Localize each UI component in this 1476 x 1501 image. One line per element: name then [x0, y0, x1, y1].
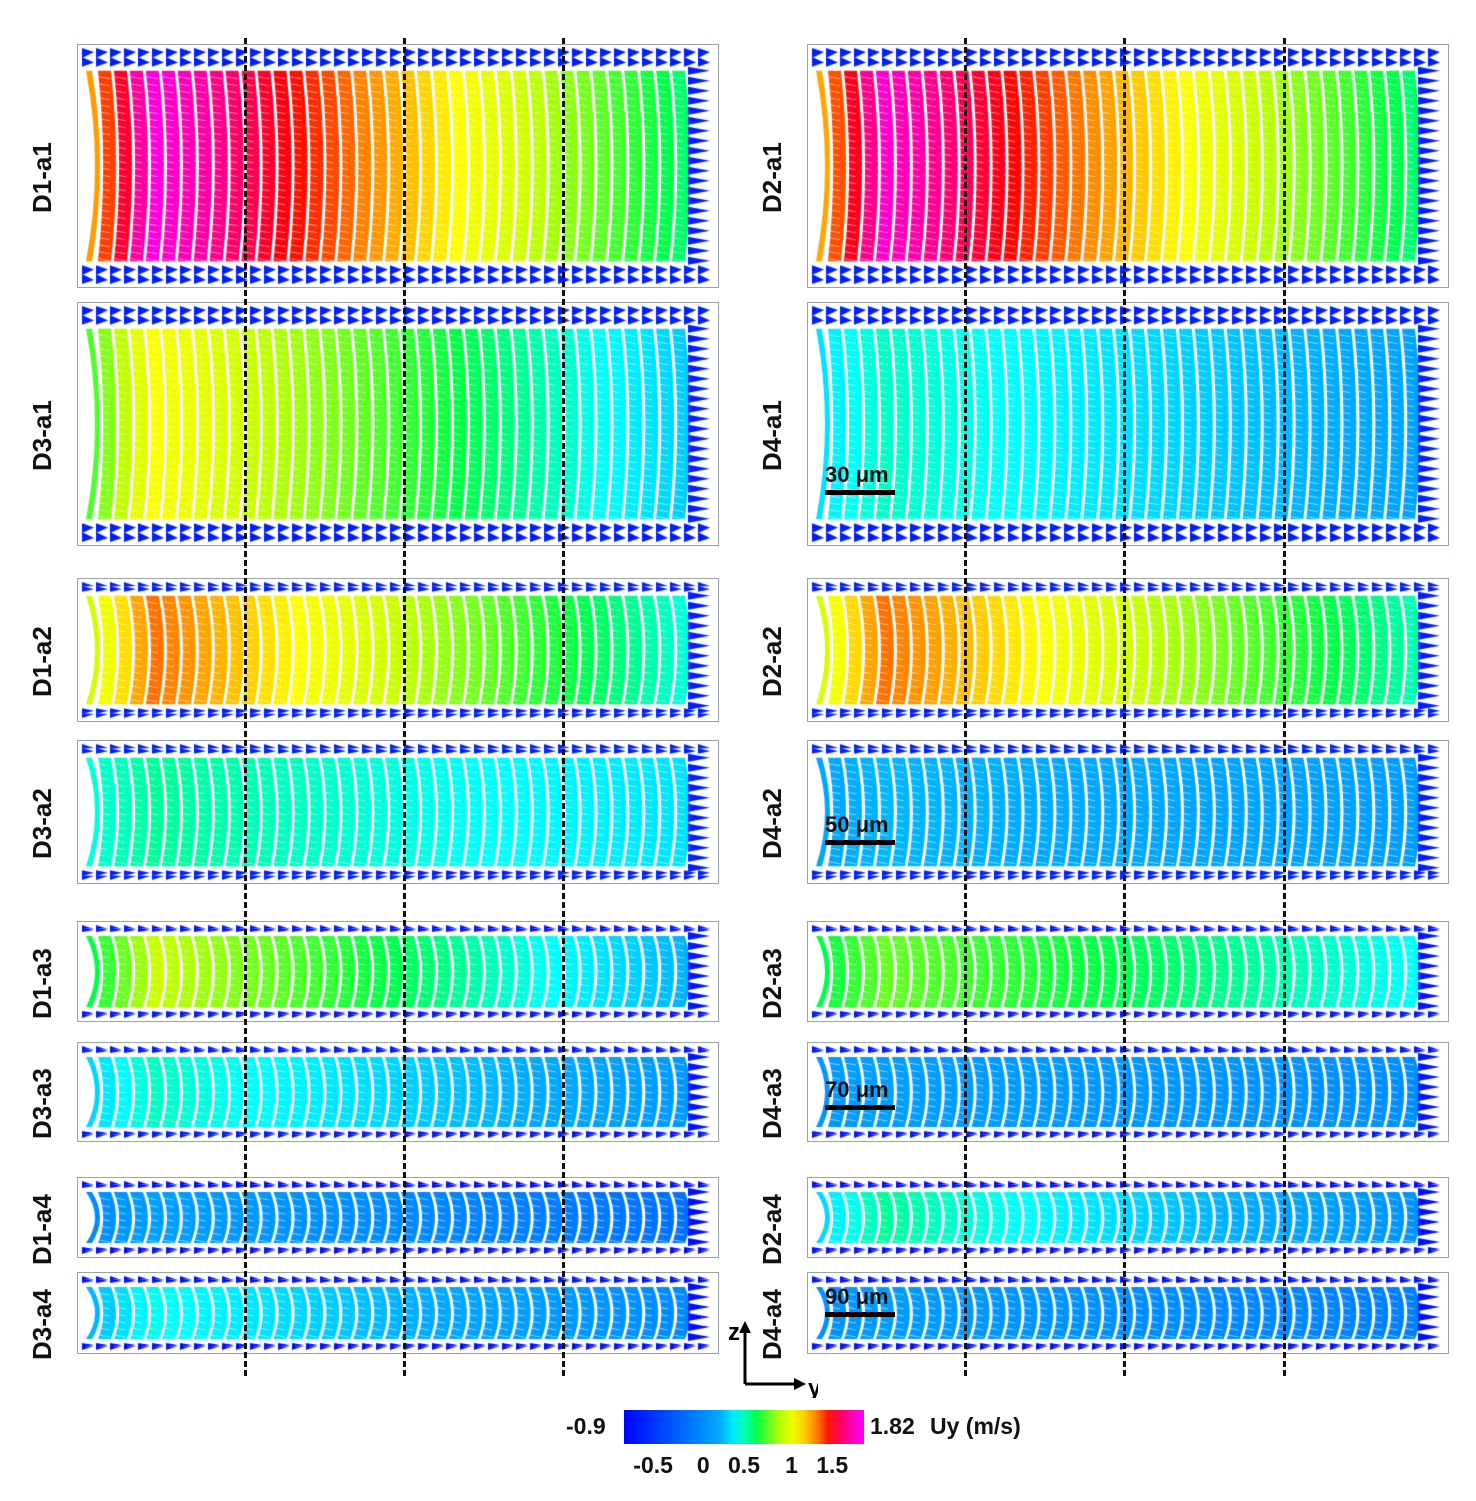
scale-bar-label: 30 μm	[825, 462, 889, 487]
dashed-reference-line	[562, 38, 565, 1376]
velocity-field-D4-a4	[808, 1273, 1448, 1353]
velocity-field-D3-a3	[78, 1043, 718, 1141]
colorbar-tick-label: 0	[696, 1452, 710, 1478]
scale-bar-label: 50 μm	[825, 812, 889, 837]
velocity-field-D1-a3	[78, 922, 718, 1021]
panel-D1-a3	[77, 921, 719, 1022]
velocity-field-D2-a4	[808, 1178, 1448, 1257]
panel-D2-a2	[807, 578, 1449, 722]
axes-indicator: z y	[728, 1319, 818, 1398]
velocity-field-D4-a2	[808, 741, 1448, 883]
panel-label-D2-a1: D2-a1	[757, 142, 787, 213]
scale-bar-a3: 70 μm	[825, 1077, 895, 1110]
panel-label-D2-a3: D2-a3	[757, 947, 787, 1019]
velocity-field-D3-a2	[78, 741, 718, 883]
dashed-reference-line	[1123, 38, 1126, 1376]
colorbar-tick-label: -0.5	[633, 1452, 673, 1478]
scale-bar-a2: 50 μm	[825, 812, 895, 845]
scale-bar-a1: 30 μm	[825, 462, 895, 495]
scale-bar-line	[825, 1312, 895, 1317]
panel-D1-a4	[77, 1177, 719, 1258]
scale-bar-line	[825, 840, 895, 845]
z-axis-label: z	[728, 1319, 740, 1346]
colorbar-min-label: -0.9	[566, 1413, 606, 1439]
panel-D4-a1	[807, 302, 1449, 546]
panel-label-D4-a1: D4-a1	[757, 400, 787, 471]
velocity-field-D2-a3	[808, 922, 1448, 1021]
y-arrow-head	[794, 1378, 806, 1390]
panel-label-D2-a4: D2-a4	[757, 1193, 787, 1265]
panel-D3-a4	[77, 1272, 719, 1354]
panel-label-D3-a3: D3-a3	[27, 1068, 57, 1139]
velocity-field-D1-a1	[78, 45, 718, 287]
colorbar-quantity-label: Uy (m/s)	[930, 1413, 1021, 1439]
dashed-reference-line	[1283, 38, 1286, 1376]
panel-label-D1-a1: D1-a1	[27, 142, 57, 213]
dashed-reference-line	[403, 38, 406, 1376]
velocity-field-D4-a3	[808, 1043, 1448, 1141]
velocity-field-D1-a4	[78, 1178, 718, 1257]
dashed-reference-line	[964, 38, 967, 1376]
colorbar-tick-label: 0.5	[728, 1452, 760, 1478]
panel-D3-a2	[77, 740, 719, 884]
panel-D4-a2	[807, 740, 1449, 884]
panel-label-D4-a2: D4-a2	[757, 788, 787, 859]
panel-D2-a1	[807, 44, 1449, 288]
panel-label-D3-a4: D3-a4	[27, 1289, 57, 1360]
scale-bar-line	[825, 490, 895, 495]
scale-bar-label: 70 μm	[825, 1077, 889, 1102]
panel-D2-a4	[807, 1177, 1449, 1258]
velocity-field-D3-a4	[78, 1273, 718, 1353]
panel-label-D4-a3: D4-a3	[757, 1068, 787, 1139]
panel-label-D2-a2: D2-a2	[757, 626, 787, 697]
velocity-field-D3-a1	[78, 303, 718, 545]
velocity-field-D4-a1	[808, 303, 1448, 545]
colorbar	[624, 1410, 864, 1444]
panel-D4-a4	[807, 1272, 1449, 1354]
y-axis-label: y	[808, 1375, 818, 1398]
panel-label-D1-a4: D1-a4	[27, 1193, 57, 1265]
panel-D1-a1	[77, 44, 719, 288]
velocity-field-D1-a2	[78, 579, 718, 721]
velocity-field-D2-a2	[808, 579, 1448, 721]
panel-label-D1-a3: D1-a3	[27, 947, 57, 1019]
colorbar-max-label: 1.82	[870, 1413, 915, 1439]
panel-label-D1-a2: D1-a2	[27, 626, 57, 697]
z-arrow-head	[739, 1321, 751, 1333]
dashed-reference-line	[244, 38, 247, 1376]
scale-bar-line	[825, 1105, 895, 1110]
panel-D3-a3	[77, 1042, 719, 1142]
scale-bar-label: 90 μm	[825, 1284, 889, 1309]
panel-label-D3-a1: D3-a1	[27, 400, 57, 471]
colorbar-tick-label: 1.5	[816, 1452, 849, 1478]
colorbar-tick-label: 1	[785, 1452, 798, 1478]
panel-D4-a3	[807, 1042, 1449, 1142]
panel-D2-a3	[807, 921, 1449, 1022]
panel-D3-a1	[77, 302, 719, 546]
velocity-field-D2-a1	[808, 45, 1448, 287]
panel-label-D3-a2: D3-a2	[27, 788, 57, 859]
panel-D1-a2	[77, 578, 719, 722]
scale-bar-a4: 90 μm	[825, 1284, 895, 1317]
